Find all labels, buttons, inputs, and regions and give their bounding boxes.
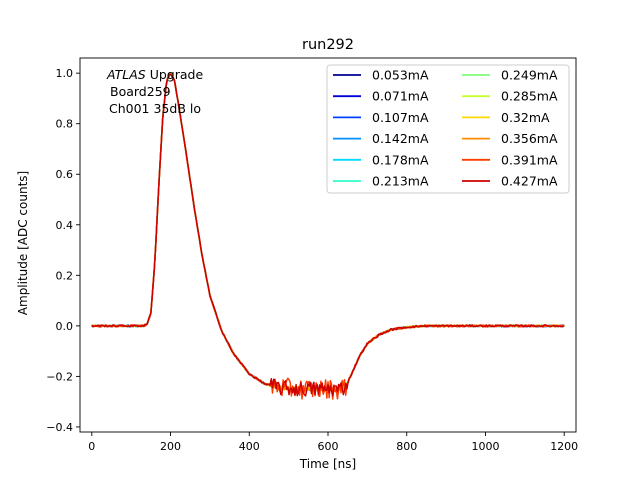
- legend-label: 0.071mA: [372, 89, 429, 104]
- y-tick-label: 0.4: [56, 219, 74, 232]
- legend-label: 0.249mA: [501, 68, 558, 83]
- axes: 0 200 400 600 800 1000 1200 −0.4 −0.2 0.0 0.2 0.4 0.…: [46, 57, 578, 453]
- legend-label: 0.142mA: [372, 131, 429, 146]
- y-tick-label: −0.4: [46, 421, 73, 434]
- chart-title: run292: [302, 37, 354, 53]
- x-tick-label: 600: [318, 440, 339, 453]
- legend-label: 0.427mA: [501, 174, 558, 189]
- atlas-label: ATLAS: [106, 67, 146, 82]
- legend-label: 0.178mA: [372, 152, 429, 167]
- annotation-line-1: ATLAS Upgrade: [106, 67, 203, 82]
- x-tick-label: 1200: [550, 440, 578, 453]
- x-tick-label: 0: [88, 440, 95, 453]
- annotation-line-2: Board259: [110, 84, 171, 99]
- y-tick-label: 0.0: [56, 320, 74, 333]
- y-tick-label: 1.0: [56, 67, 74, 80]
- y-tick-label: −0.2: [46, 370, 73, 383]
- x-tick-label: 200: [160, 440, 181, 453]
- legend-label: 0.285mA: [501, 89, 558, 104]
- series-line: [91, 73, 565, 397]
- plot-lines: [91, 72, 565, 400]
- legend-label: 0.391mA: [501, 152, 558, 167]
- legend-label: 0.32mA: [501, 110, 550, 125]
- y-axis-label: Amplitude [ADC counts]: [16, 171, 30, 315]
- legend-label: 0.356mA: [501, 131, 558, 146]
- atlas-annotation: ATLAS Upgrade Board259 Ch001 35dB lo: [106, 67, 203, 116]
- y-tick-label: 0.8: [56, 118, 74, 131]
- upgrade-label: Upgrade: [146, 67, 204, 82]
- legend-label: 0.053mA: [372, 68, 429, 83]
- x-tick-label: 800: [396, 440, 417, 453]
- y-tick-label: 0.6: [56, 168, 74, 181]
- x-axis-label: Time [ns]: [299, 457, 356, 471]
- legend-label: 0.213mA: [372, 174, 429, 189]
- legend-label: 0.107mA: [372, 110, 429, 125]
- annotation-line-3: Ch001 35dB lo: [109, 101, 201, 116]
- legend-box: [326, 64, 570, 194]
- x-tick-label: 400: [239, 440, 260, 453]
- legend: 0.053mA 0.071mA 0.107mA 0.142mA 0.178mA 0.213…: [326, 64, 570, 194]
- x-tick-label: 1000: [471, 440, 499, 453]
- y-tick-label: 0.2: [56, 269, 74, 282]
